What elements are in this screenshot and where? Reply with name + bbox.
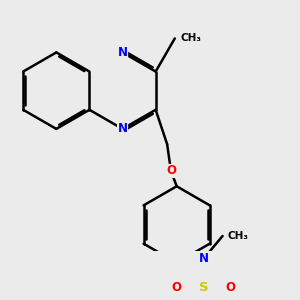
Text: N: N (118, 122, 128, 135)
Text: N: N (199, 252, 208, 266)
Text: S: S (199, 281, 208, 294)
Text: O: O (166, 164, 176, 178)
Text: O: O (172, 281, 182, 294)
Text: CH₃: CH₃ (181, 33, 202, 43)
Text: O: O (225, 281, 235, 294)
Text: CH₃: CH₃ (227, 231, 248, 241)
Text: N: N (118, 46, 128, 59)
